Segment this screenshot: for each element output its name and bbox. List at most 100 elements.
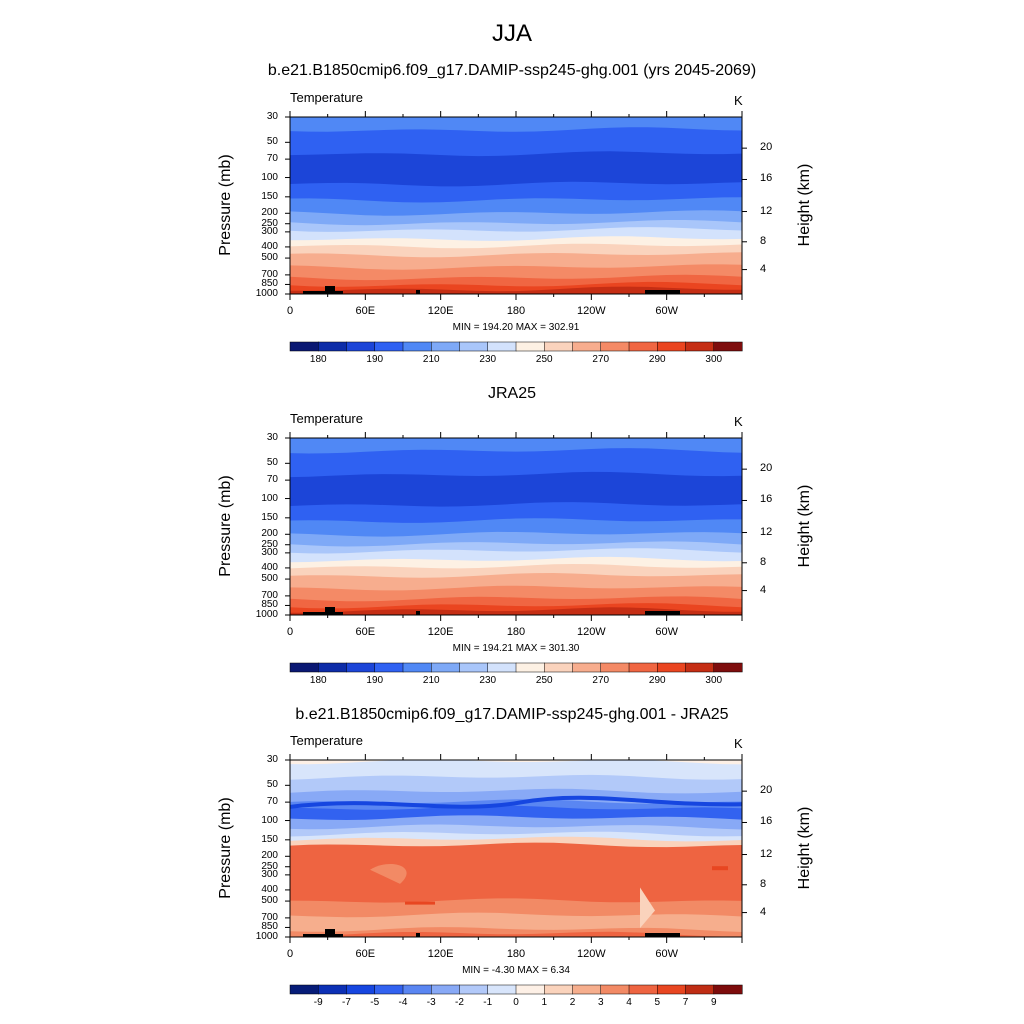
- colorbar-swatch: [544, 341, 574, 352]
- main-title: JJA: [491, 20, 532, 47]
- colorbar-label: 300: [705, 675, 723, 686]
- colorbar-swatch: [459, 984, 489, 995]
- colorbar-swatch: [459, 341, 489, 352]
- pressure-tick-label: 250: [261, 860, 278, 872]
- height-tick-label: 4: [760, 583, 767, 596]
- pressure-tick-label: 700: [261, 911, 278, 923]
- colorbar-swatch: [289, 341, 319, 352]
- units-label: K: [734, 93, 743, 108]
- colorbar-label: 190: [366, 675, 384, 686]
- y-axis-title: Pressure (mb): [217, 153, 234, 256]
- colorbar-label: 270: [592, 354, 610, 365]
- colorbar-swatch: [544, 662, 574, 673]
- height-tick-label: 12: [760, 847, 773, 860]
- colorbar-swatch: [374, 662, 404, 673]
- height-tick-label: 8: [760, 234, 767, 247]
- colorbar-label: 210: [422, 675, 440, 686]
- colorbar-swatch: [402, 662, 432, 673]
- ticks-1: [285, 432, 747, 621]
- height-tick-label: 16: [760, 172, 773, 185]
- pressure-tick-label: 400: [261, 883, 278, 895]
- pressure-tick-label: 30: [266, 754, 278, 765]
- colorbar-swatch: [628, 984, 658, 995]
- y-axis-title: Pressure (mb): [217, 474, 234, 577]
- colorbar-label: 4: [626, 997, 632, 1008]
- y-axis-title-right: Height (km): [796, 806, 813, 889]
- variable-label: Temperature: [290, 90, 363, 105]
- colorbar-label: -9: [313, 997, 323, 1008]
- colorbar-swatch: [544, 984, 574, 995]
- units-label: K: [734, 414, 743, 429]
- x-tick-label: 60W: [655, 305, 678, 317]
- y-axis-title: Pressure (mb): [217, 796, 234, 899]
- height-tick-label: 8: [760, 877, 767, 890]
- pressure-tick-label: 250: [261, 217, 278, 229]
- pressure-tick-label: 850: [261, 278, 278, 290]
- colorbar-2: [289, 984, 743, 995]
- pressure-tick-label: 50: [266, 457, 278, 469]
- variable-label: Temperature: [290, 733, 363, 748]
- colorbar-swatch: [685, 662, 715, 673]
- colorbar-swatch: [685, 984, 715, 995]
- colorbar-label: 2: [569, 997, 576, 1008]
- x-tick-label: 120W: [576, 626, 606, 638]
- height-tick-label: 8: [760, 555, 767, 568]
- height-tick-label: 12: [760, 525, 773, 538]
- pressure-tick-label: 1000: [255, 288, 278, 299]
- colorbar-label: 290: [648, 675, 666, 686]
- pressure-tick-label: 50: [266, 136, 278, 148]
- colorbar-swatch: [657, 341, 687, 352]
- pressure-tick-label: 100: [261, 171, 278, 183]
- x-tick-label: 120E: [427, 948, 454, 960]
- colorbar-label: 230: [479, 675, 497, 686]
- colorbar-label: -4: [398, 997, 408, 1008]
- colorbar-label: 270: [592, 675, 610, 686]
- pressure-tick-label: 250: [261, 538, 278, 550]
- colorbar-swatch: [318, 662, 348, 673]
- height-tick-label: 20: [760, 141, 773, 154]
- pressure-tick-label: 1000: [255, 609, 278, 620]
- colorbar-swatch: [318, 984, 348, 995]
- pressure-tick-label: 150: [261, 833, 278, 845]
- colorbar-swatch: [402, 341, 432, 352]
- pressure-tick-label: 500: [261, 573, 278, 585]
- colorbar-swatch: [600, 662, 630, 673]
- pressure-tick-label: 700: [261, 589, 278, 601]
- colorbar-label: 250: [535, 354, 553, 365]
- colorbar-swatch: [374, 984, 404, 995]
- pressure-tick-label: 500: [261, 252, 278, 264]
- colorbar-label: 230: [479, 354, 497, 365]
- minmax-label: MIN = -4.30 MAX = 6.34: [462, 965, 570, 976]
- field-2: [290, 760, 742, 937]
- colorbar-label: 290: [648, 354, 666, 365]
- height-tick-label: 20: [760, 462, 773, 475]
- colorbar-label: 180: [309, 354, 327, 365]
- colorbar-swatch: [600, 341, 630, 352]
- pressure-tick-label: 30: [266, 111, 278, 122]
- colorbar-swatch: [628, 662, 658, 673]
- pressure-tick-label: 200: [261, 207, 278, 219]
- colorbar-swatch: [713, 662, 743, 673]
- colorbar-label: 5: [654, 997, 661, 1008]
- colorbar-swatch: [657, 984, 687, 995]
- colorbar-swatch: [572, 984, 602, 995]
- colorbar-swatch: [289, 662, 319, 673]
- colorbar-label: 1: [541, 997, 548, 1008]
- pressure-tick-label: 300: [261, 868, 278, 880]
- pressure-tick-label: 850: [261, 599, 278, 611]
- colorbar-1: [289, 662, 743, 673]
- colorbar-label: 3: [597, 997, 604, 1008]
- colorbar-swatch: [431, 984, 461, 995]
- pressure-tick-label: 500: [261, 895, 278, 907]
- pressure-tick-label: 50: [266, 779, 278, 791]
- height-tick-label: 4: [760, 905, 767, 918]
- colorbar-swatch: [572, 341, 602, 352]
- colorbar-label: 180: [309, 675, 327, 686]
- x-tick-label: 60E: [355, 305, 376, 317]
- pressure-tick-label: 700: [261, 268, 278, 280]
- x-tick-label: 120E: [427, 305, 454, 317]
- pressure-tick-label: 300: [261, 546, 278, 558]
- x-tick-label: 0: [286, 626, 294, 638]
